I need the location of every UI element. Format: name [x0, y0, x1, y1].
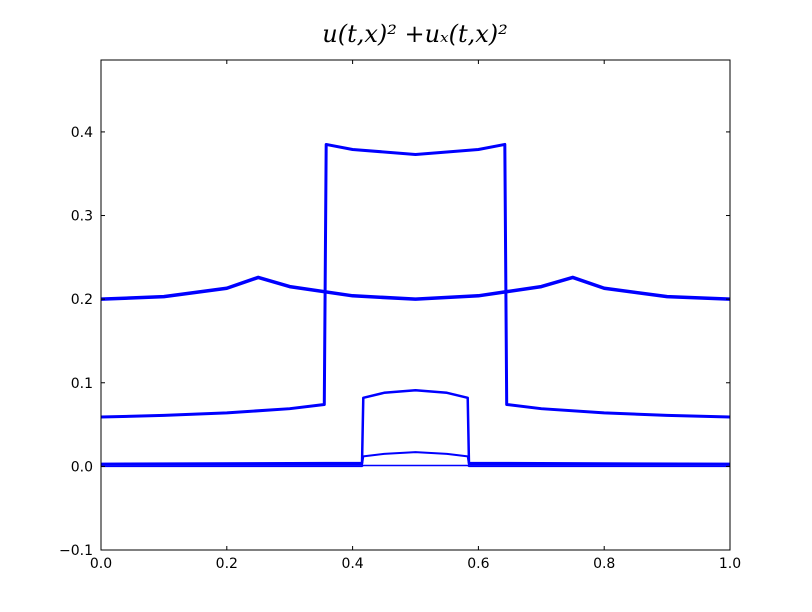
x-tick-label: 0.4: [341, 556, 363, 572]
plot-frame: [100, 59, 731, 551]
data-line: [100, 142, 731, 419]
x-tick-label: 0.8: [593, 556, 615, 572]
x-tick-label: 0.0: [90, 556, 112, 572]
chart-title: u(t,x)² +uₓ(t,x)²: [322, 20, 507, 48]
data-line: [100, 389, 731, 466]
data-line: [100, 275, 731, 301]
y-tick-label: 0.3: [71, 209, 93, 225]
y-tick-label: −0.1: [59, 543, 93, 559]
y-tick-label: 0.0: [71, 459, 93, 475]
y-tick-label: 0.1: [71, 376, 93, 392]
x-tick-label: 0.6: [467, 556, 489, 572]
y-tick-label: 0.2: [71, 292, 93, 308]
y-tick-label: 0.4: [71, 125, 93, 141]
data-line: [101, 464, 730, 468]
x-tick-label: 1.0: [719, 556, 741, 572]
x-tick-label: 0.2: [216, 556, 238, 572]
